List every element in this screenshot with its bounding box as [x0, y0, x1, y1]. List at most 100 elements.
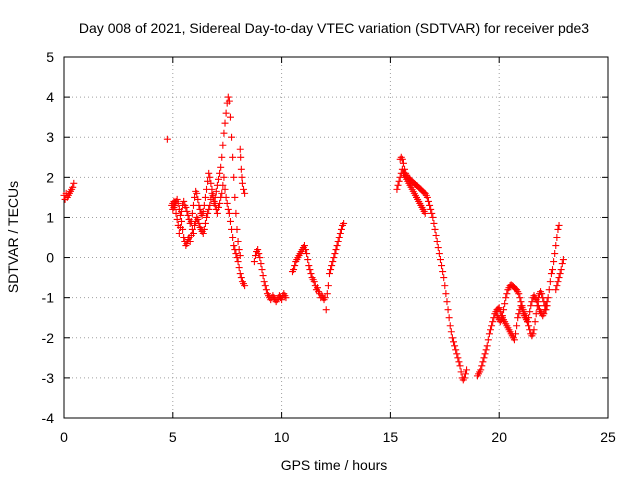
data-point: [213, 181, 221, 189]
data-point: [200, 201, 208, 209]
data-point: [179, 225, 187, 233]
data-point: [393, 185, 401, 193]
data-point: [188, 209, 196, 217]
data-point: [522, 314, 530, 322]
data-point: [529, 330, 537, 338]
data-point: [428, 209, 436, 217]
x-tick-label: 0: [60, 429, 68, 445]
data-point: [199, 229, 207, 237]
data-point: [444, 306, 452, 314]
data-point: [525, 322, 533, 330]
data-point: [238, 179, 246, 187]
data-point: [180, 197, 188, 205]
data-point: [321, 294, 329, 302]
data-point: [488, 322, 496, 330]
data-point: [250, 258, 258, 266]
data-point: [205, 205, 213, 213]
data-point: [323, 290, 331, 298]
series-pde3-e: [236, 145, 249, 197]
data-point: [307, 270, 315, 278]
data-point: [435, 250, 443, 258]
x-tick-label: 15: [383, 429, 399, 445]
data-point: [241, 282, 249, 290]
data-point: [484, 336, 492, 344]
data-point: [515, 290, 523, 298]
data-point: [201, 219, 209, 227]
data-point: [189, 229, 197, 237]
data-point: [221, 119, 229, 127]
data-point: [205, 169, 213, 177]
data-point: [553, 282, 561, 290]
y-tick-label: 3: [46, 129, 54, 145]
data-point: [237, 153, 245, 161]
data-point: [237, 274, 245, 282]
y-axis-label: SDTVAR / TECUs: [5, 181, 21, 293]
data-point: [433, 238, 441, 246]
data-point: [554, 278, 562, 286]
data-point: [531, 318, 539, 326]
data-point: [260, 278, 268, 286]
data-point: [543, 302, 551, 310]
data-point: [451, 342, 459, 350]
data-point: [310, 278, 318, 286]
data-point: [302, 246, 310, 254]
data-point: [305, 262, 313, 270]
y-tick-label: -1: [42, 290, 55, 306]
data-point: [513, 322, 521, 330]
data-point: [186, 238, 194, 246]
data-point: [445, 314, 453, 322]
data-point: [432, 231, 440, 239]
data-point: [485, 330, 493, 338]
data-point: [201, 193, 209, 201]
data-point: [555, 221, 563, 229]
data-point: [176, 211, 184, 219]
data-point: [423, 193, 431, 201]
data-point: [457, 368, 465, 376]
data-point: [533, 302, 541, 310]
data-point: [223, 199, 231, 207]
data-point: [222, 193, 230, 201]
data-point: [217, 163, 225, 171]
data-point: [552, 242, 560, 250]
data-point: [497, 316, 505, 324]
data-point: [226, 217, 234, 225]
data-point: [336, 229, 344, 237]
data-point: [216, 169, 224, 177]
data-point: [337, 225, 345, 233]
data-point: [554, 225, 562, 233]
data-point: [430, 219, 438, 227]
data-point: [69, 183, 77, 191]
data-point: [225, 209, 233, 217]
data-point: [532, 310, 540, 318]
data-point: [440, 274, 448, 282]
data-point: [173, 215, 181, 223]
data-point: [447, 328, 455, 336]
data-point: [503, 290, 511, 298]
data-point: [226, 113, 234, 121]
data-point: [199, 207, 207, 215]
data-point: [224, 205, 232, 213]
data-point: [173, 195, 181, 203]
y-tick-label: -2: [42, 330, 55, 346]
data-point: [220, 129, 228, 137]
data-point: [398, 155, 406, 163]
data-point: [477, 366, 485, 374]
data-point: [510, 336, 518, 344]
data-point: [546, 278, 554, 286]
data-point: [441, 282, 449, 290]
plot-frame: [63, 56, 609, 419]
data-point: [452, 346, 460, 354]
data-point: [501, 300, 509, 308]
data-point: [540, 298, 548, 306]
data-point: [198, 211, 206, 219]
data-point: [236, 145, 244, 153]
data-point: [314, 284, 322, 292]
data-point: [232, 250, 240, 258]
y-tick-label: 1: [46, 209, 54, 225]
data-point: [517, 298, 525, 306]
data-point: [174, 199, 182, 207]
data-point: [258, 266, 266, 274]
data-point: [222, 109, 230, 117]
data-point: [394, 181, 402, 189]
